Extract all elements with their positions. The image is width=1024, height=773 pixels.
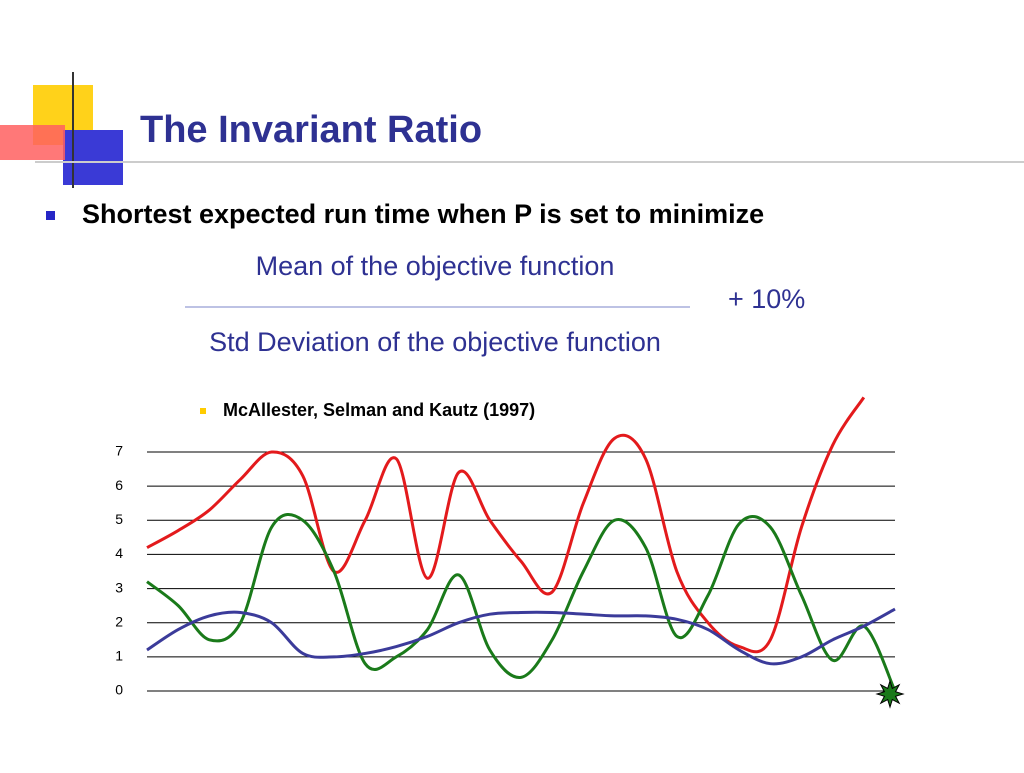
series-line — [146, 607, 896, 666]
series-line — [146, 396, 866, 654]
end-marker — [875, 679, 905, 709]
bullet-icon — [46, 211, 55, 220]
sub-bullet-text: McAllester, Selman and Kautz (1997) — [223, 400, 535, 420]
slide-title: The Invariant Ratio — [140, 109, 482, 151]
bullet-text: Shortest expected run time when P is set… — [82, 199, 764, 229]
y-tick-label: 6 — [115, 477, 123, 493]
y-tick-label: 3 — [115, 579, 123, 595]
y-tick-label: 0 — [115, 682, 123, 698]
series-line — [146, 513, 897, 692]
addend: + 10% — [728, 284, 805, 314]
y-tick-label: 2 — [115, 613, 123, 629]
y-tick-label: 5 — [115, 511, 123, 527]
chart: 0 1 2 3 4 5 6 7 — [115, 396, 905, 709]
y-tick-label: 4 — [115, 545, 123, 561]
y-tick-label: 1 — [115, 648, 123, 664]
decoration — [0, 72, 1024, 188]
numerator: Mean of the objective function — [256, 251, 615, 281]
deco-red — [0, 125, 65, 160]
denominator: Std Deviation of the objective function — [209, 327, 661, 357]
sub-bullet-icon — [200, 408, 206, 414]
y-tick-label: 7 — [115, 443, 123, 459]
